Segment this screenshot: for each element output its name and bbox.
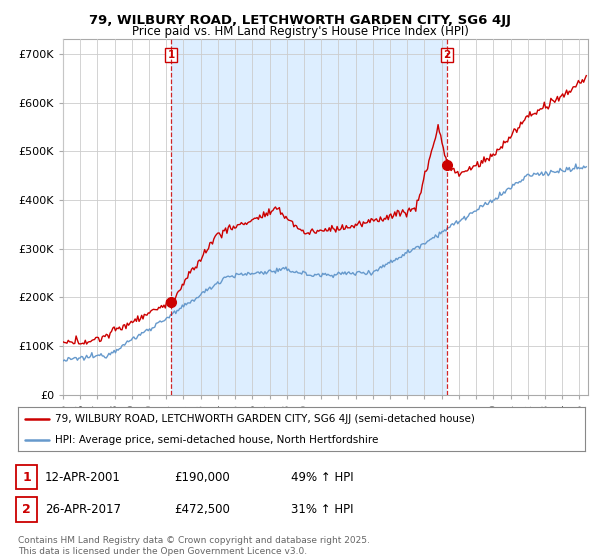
Text: 49% ↑ HPI: 49% ↑ HPI <box>291 470 353 484</box>
Text: 1: 1 <box>167 50 175 60</box>
Text: 31% ↑ HPI: 31% ↑ HPI <box>291 503 353 516</box>
Text: Price paid vs. HM Land Registry's House Price Index (HPI): Price paid vs. HM Land Registry's House … <box>131 25 469 38</box>
Text: 1: 1 <box>22 470 31 484</box>
Text: £190,000: £190,000 <box>174 470 230 484</box>
Text: 2: 2 <box>22 503 31 516</box>
Text: 26-APR-2017: 26-APR-2017 <box>45 503 121 516</box>
Text: 79, WILBURY ROAD, LETCHWORTH GARDEN CITY, SG6 4JJ: 79, WILBURY ROAD, LETCHWORTH GARDEN CITY… <box>89 14 511 27</box>
Text: 79, WILBURY ROAD, LETCHWORTH GARDEN CITY, SG6 4JJ (semi-detached house): 79, WILBURY ROAD, LETCHWORTH GARDEN CITY… <box>55 414 475 424</box>
Text: 2: 2 <box>443 50 451 60</box>
Text: 12-APR-2001: 12-APR-2001 <box>45 470 121 484</box>
Text: £472,500: £472,500 <box>174 503 230 516</box>
Text: HPI: Average price, semi-detached house, North Hertfordshire: HPI: Average price, semi-detached house,… <box>55 435 378 445</box>
Text: Contains HM Land Registry data © Crown copyright and database right 2025.
This d: Contains HM Land Registry data © Crown c… <box>18 536 370 556</box>
Bar <box>171 39 447 395</box>
